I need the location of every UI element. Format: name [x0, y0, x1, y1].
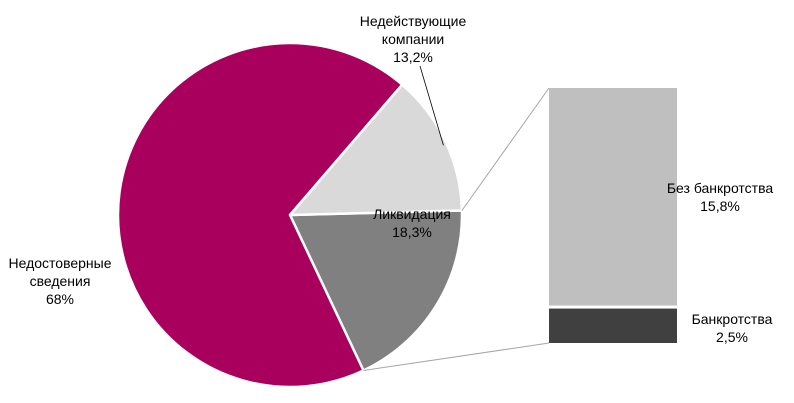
data-label-недействующие: Недействующие компании 13,2%: [360, 13, 467, 65]
breakdown-connector-lines: [363, 65, 550, 372]
pie-slice-ликвидация: [288, 209, 464, 372]
pie-slice-недостоверные: [116, 41, 404, 389]
pie-chart: [116, 41, 464, 389]
breakdown-stacked-bar: [549, 88, 677, 343]
bar-segment-банкротства: [549, 308, 677, 343]
data-label-без-банкротства: Без банкротства 15,8%: [667, 180, 774, 214]
leader-line-small-slice: [419, 65, 444, 146]
data-label-недостоверные: Недостоверные сведения 68%: [8, 255, 111, 307]
data-labels: Недостоверные сведения 68% Недействующие ком…: [8, 13, 773, 345]
pie-slice-недействующие: [288, 83, 464, 217]
bar-segment-без-банкротства: [549, 88, 677, 306]
connector-line-bottom: [363, 342, 550, 372]
data-label-ликвидация: Ликвидация 18,3%: [373, 206, 451, 240]
data-label-банкротства: Банкротства 2,5%: [692, 311, 773, 345]
connector-line-top: [461, 87, 550, 211]
